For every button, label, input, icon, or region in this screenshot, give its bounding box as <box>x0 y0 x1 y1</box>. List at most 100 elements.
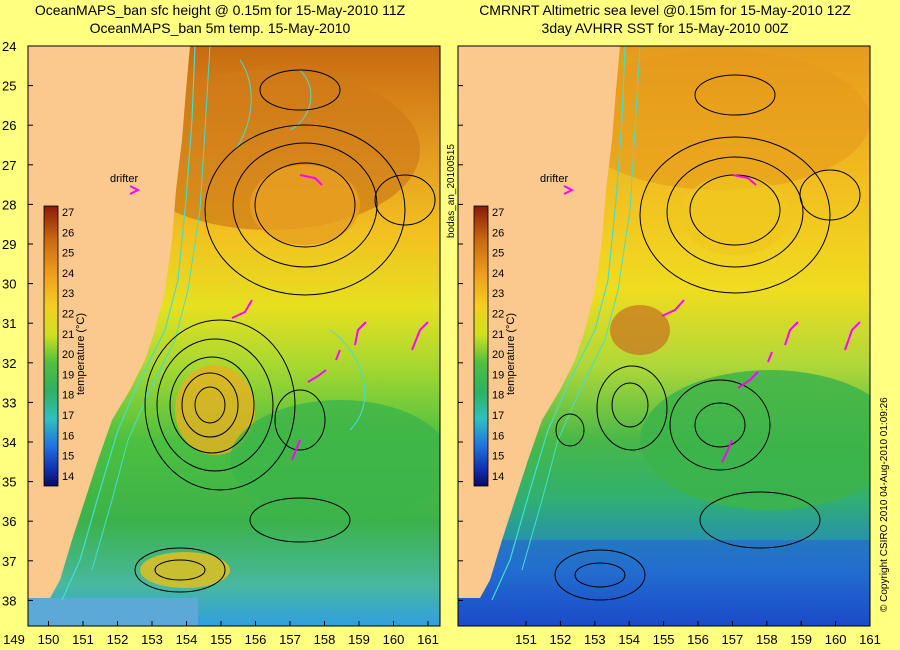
x-tick-label: 158 <box>314 632 336 647</box>
right-map-panel <box>458 46 870 626</box>
left-ssh-contour-8 <box>144 319 296 491</box>
right-land-australia <box>458 46 620 598</box>
right-ssh-contour-3 <box>639 136 831 294</box>
y-tick-label: 33 <box>2 395 16 410</box>
x-tick-label: 161 <box>859 632 881 647</box>
colorbar-tick-label: 16 <box>62 430 74 442</box>
x-tick-label: 149 <box>3 632 25 647</box>
y-tick-label: 35 <box>2 475 16 490</box>
right-title-line1: CMRNRT Altimetric sea level @0.15m for 1… <box>479 2 851 18</box>
x-tick-label: 155 <box>653 632 675 647</box>
right-cool-region <box>640 370 870 510</box>
left-colorbar-ticks: 27 26 25 24 23 22 21 20 19 18 17 16 15 14 <box>62 207 74 483</box>
left-ssh-contour-9 <box>374 174 436 226</box>
middle-side-label: bodas_an_20100515 <box>446 144 457 238</box>
left-ssh-contour-3 <box>204 124 406 296</box>
left-bathy-1 <box>61 46 196 601</box>
left-ssh-contour-14 <box>259 69 341 111</box>
x-tick-label: 154 <box>176 632 198 647</box>
left-cold-shelf <box>28 598 198 626</box>
left-ssh-contour-6 <box>169 356 255 454</box>
x-tick-label: 153 <box>584 632 606 647</box>
colorbar-tick-label: 21 <box>62 329 74 341</box>
colorbar-tick-label: 17 <box>62 410 74 422</box>
right-y-axis <box>458 45 463 601</box>
right-colorbar-label: temperature (°C) <box>505 313 517 395</box>
left-ssh-contour-4 <box>194 386 226 424</box>
right-bathy-1 <box>491 46 626 601</box>
left-x-axis: 149 150 151 152 153 154 155 156 157 158 159 160 161 <box>3 621 439 647</box>
right-ssh-contour-6 <box>555 413 585 447</box>
colorbar-tick-label: 24 <box>492 268 504 280</box>
colorbar-tick-label: 23 <box>62 288 74 300</box>
right-ssh-contour-13 <box>694 74 776 116</box>
right-colorbar <box>473 205 489 487</box>
y-tick-label: 34 <box>2 435 16 450</box>
left-y-axis: 24 25 26 27 28 29 30 31 32 33 34 35 36 37 38 <box>2 39 33 608</box>
left-title-line2: OceanMAPS_ban 5m temp. 15-May-2010 <box>89 20 351 36</box>
y-tick-label: 26 <box>2 118 16 133</box>
y-tick-label: 30 <box>2 277 16 292</box>
x-tick-label: 150 <box>38 632 60 647</box>
right-ssh-contour-4 <box>611 382 649 428</box>
colorbar-tick-label: 15 <box>492 451 504 463</box>
right-colorbar-ticks: 27 26 25 24 23 22 21 20 19 18 17 16 15 14 <box>492 207 504 483</box>
colorbar-tick-label: 15 <box>62 451 74 463</box>
x-tick-label: 160 <box>825 632 847 647</box>
y-tick-label: 25 <box>2 79 16 94</box>
x-tick-label: 155 <box>210 632 232 647</box>
y-tick-label: 27 <box>2 158 16 173</box>
colorbar-tick-label: 25 <box>62 248 74 260</box>
right-ssh-contour-7 <box>694 402 746 448</box>
right-ssh-contour-8 <box>669 379 771 471</box>
right-ssh-contour-12 <box>699 491 821 549</box>
x-tick-label: 158 <box>756 632 778 647</box>
colorbar-tick-label: 14 <box>62 471 74 483</box>
right-ssh-contour-5 <box>596 365 668 451</box>
left-bathy-3 <box>234 59 366 431</box>
colorbar-tick-label: 26 <box>492 227 504 239</box>
colorbar-tick-label: 24 <box>62 268 74 280</box>
colorbar-tick-label: 16 <box>492 430 504 442</box>
colorbar-tick-label: 18 <box>492 390 504 402</box>
left-warm-core <box>250 165 360 245</box>
x-tick-label: 151 <box>72 632 94 647</box>
left-ssh-contour-13 <box>249 497 351 543</box>
right-ssh-contour-9 <box>799 169 861 221</box>
colorbar-tick-label: 17 <box>492 410 504 422</box>
x-tick-label: 152 <box>550 632 572 647</box>
x-tick-label: 159 <box>348 632 370 647</box>
x-tick-label: 161 <box>417 632 439 647</box>
copyright-label: © Copyright CSIRO 2010 04-Aug-2010 01:09… <box>879 397 890 612</box>
x-tick-label: 160 <box>383 632 405 647</box>
right-drifter-label: drifter <box>540 173 568 185</box>
y-tick-label: 31 <box>2 316 16 331</box>
left-map-panel <box>28 46 440 626</box>
colorbar-tick-label: 22 <box>62 309 74 321</box>
y-tick-label: 37 <box>2 554 16 569</box>
left-drifter-label: drifter <box>110 173 138 185</box>
x-tick-label: 152 <box>107 632 129 647</box>
x-tick-label: 159 <box>790 632 812 647</box>
colorbar-tick-label: 27 <box>492 207 504 219</box>
right-title-line2: 3day AVHRR SST for 15-May-2010 00Z <box>541 20 789 36</box>
left-drifter-tracks <box>129 174 429 461</box>
colorbar-tick-label: 23 <box>492 288 504 300</box>
right-panel-title: CMRNRT Altimetric sea level @0.15m for 1… <box>445 1 885 37</box>
left-colorbar <box>43 205 59 487</box>
right-warm-patch <box>610 305 670 355</box>
right-x-axis: 151 152 153 154 155 156 157 158 159 160 161 <box>515 621 881 647</box>
left-ssh-contour-12 <box>134 547 226 593</box>
left-ssh-contour-5 <box>181 372 239 438</box>
right-warm-core <box>680 175 790 255</box>
left-land-australia <box>28 46 190 598</box>
left-panel-title: OceanMAPS_ban sfc height @ 0.15m for 15-… <box>0 1 440 37</box>
y-tick-label: 24 <box>2 39 16 54</box>
colorbar-tick-label: 26 <box>62 227 74 239</box>
colorbar-tick-label: 19 <box>492 369 504 381</box>
x-tick-label: 156 <box>245 632 267 647</box>
left-warm-patch <box>140 552 230 588</box>
y-tick-label: 36 <box>2 514 16 529</box>
x-tick-label: 153 <box>141 632 163 647</box>
